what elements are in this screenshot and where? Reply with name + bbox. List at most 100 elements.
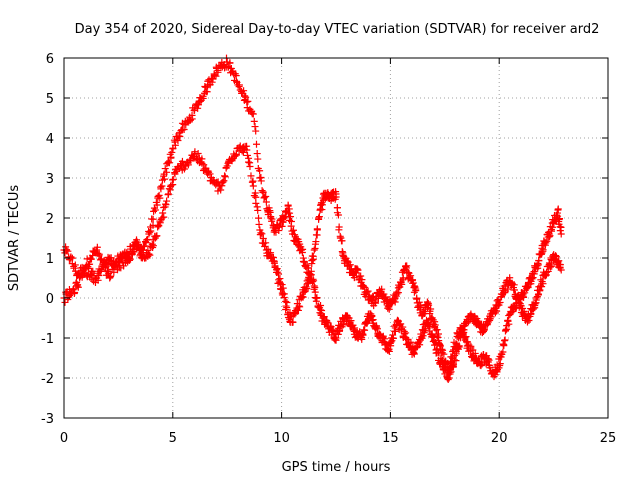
trace-b-point — [332, 336, 340, 344]
trace-a-point — [431, 321, 439, 329]
trace-b-point — [452, 350, 460, 358]
trace-b-point — [535, 290, 543, 298]
trace-a-point — [280, 214, 288, 222]
trace-a-point — [425, 301, 433, 309]
x-tick-label: 10 — [273, 431, 290, 446]
trace-a-point — [520, 293, 528, 301]
trace-a-point — [530, 270, 538, 278]
trace-b-point — [513, 292, 521, 300]
trace-b-point — [438, 356, 446, 364]
trace-b-point — [184, 161, 192, 169]
trace-b-point — [525, 316, 533, 324]
trace-a-point — [254, 155, 262, 163]
trace-b-point — [123, 257, 131, 265]
trace-b-point — [162, 201, 170, 209]
trace-b-point — [94, 276, 102, 284]
trace-a-point — [71, 261, 79, 269]
trace-a-point — [235, 81, 243, 89]
trace-b-point — [295, 302, 303, 310]
trace-b-point — [102, 259, 110, 267]
trace-a-point — [409, 276, 417, 284]
plot-frame — [63, 57, 609, 419]
x-tick-label: 15 — [382, 431, 399, 446]
trace-b-point — [133, 240, 141, 248]
trace-a-point — [398, 280, 406, 288]
trace-b-point — [289, 318, 297, 326]
trace-b-point — [432, 338, 440, 346]
trace-b-point — [310, 277, 318, 285]
trace-b-point — [219, 178, 227, 186]
trace-b-point — [302, 283, 310, 291]
trace-b-point — [438, 357, 446, 365]
trace-a-point — [494, 366, 502, 374]
trace-a-point — [212, 72, 220, 80]
trace-b-point — [368, 312, 376, 320]
trace-a-point — [160, 175, 168, 183]
data-points — [60, 54, 565, 384]
trace-a-point — [249, 110, 257, 118]
trace-a-point — [252, 140, 260, 148]
trace-a-point — [93, 243, 101, 251]
trace-a-point — [309, 252, 317, 260]
trace-a-point — [527, 280, 535, 288]
trace-a-point — [191, 106, 199, 114]
trace-b-point — [385, 347, 393, 355]
trace-a-point — [546, 232, 554, 240]
y-axis: -3 -2 -1 0 1 2 3 4 5 6 — [41, 52, 608, 427]
trace-b-point — [429, 333, 437, 341]
trace-a-point — [167, 153, 175, 161]
trace-a-point — [164, 158, 172, 166]
trace-a-point — [315, 213, 323, 221]
trace-a-point — [158, 182, 166, 190]
trace-a-point — [256, 167, 264, 175]
trace-a-point — [496, 360, 504, 368]
trace-b-point — [146, 251, 154, 259]
trace-a-point — [410, 288, 418, 296]
trace-a-point — [252, 127, 260, 135]
trace-a-point — [171, 141, 179, 149]
trace-b-point — [460, 329, 468, 337]
trace-b-point — [144, 246, 152, 254]
trace-b-point — [445, 374, 453, 382]
trace-a-point — [70, 264, 78, 272]
trace-b-point — [529, 305, 537, 313]
trace-b-point — [264, 245, 272, 253]
trace-a-point — [440, 350, 448, 358]
trace-a-point — [350, 274, 358, 282]
trace-a-point — [521, 289, 529, 297]
trace-a-point — [381, 293, 389, 301]
x-tick-label: 5 — [169, 431, 177, 446]
trace-b-point — [198, 159, 206, 167]
trace-a-point — [287, 213, 295, 221]
trace-a-point — [251, 123, 259, 131]
trace-a-point — [529, 274, 537, 282]
trace-b-point — [85, 264, 93, 272]
trace-b-point — [248, 178, 256, 186]
y-tick-label: 3 — [46, 172, 54, 187]
trace-b-point — [217, 186, 225, 194]
trace-b-point — [318, 307, 326, 315]
trace-a-point — [557, 223, 565, 231]
trace-b-point — [387, 338, 395, 346]
trace-a-point — [299, 254, 307, 262]
trace-b-point — [206, 170, 214, 178]
trace-b-point — [205, 168, 213, 176]
trace-a-point — [427, 305, 435, 313]
trace-b-point — [400, 330, 408, 338]
trace-b-point — [258, 230, 266, 238]
trace-b-point — [552, 253, 560, 261]
trace-b-point — [501, 289, 509, 297]
trace-a-point — [250, 117, 258, 125]
trace-a-point — [477, 362, 485, 370]
trace-a-point — [545, 233, 553, 241]
trace-b-point — [361, 326, 369, 334]
trace-b-point — [320, 313, 328, 321]
trace-a-point — [259, 189, 267, 197]
trace-b-point — [134, 241, 142, 249]
trace-b-point — [164, 190, 172, 198]
trace-a-point — [357, 272, 365, 280]
trace-b-point — [510, 286, 518, 294]
x-tick-label: 0 — [60, 431, 68, 446]
trace-a-point — [180, 125, 188, 133]
trace-b-point — [95, 271, 103, 279]
